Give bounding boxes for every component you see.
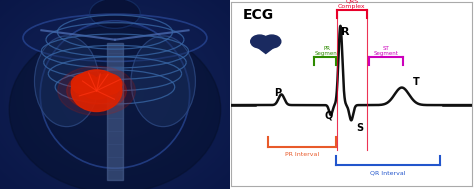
Ellipse shape bbox=[71, 70, 122, 112]
Ellipse shape bbox=[9, 26, 221, 189]
Text: PR
Segment: PR Segment bbox=[315, 46, 339, 56]
Ellipse shape bbox=[76, 77, 118, 104]
Bar bbox=[107, 43, 123, 180]
Text: ECG: ECG bbox=[243, 8, 274, 22]
Ellipse shape bbox=[94, 74, 122, 94]
Text: QRS
Complex: QRS Complex bbox=[338, 0, 365, 9]
Text: S: S bbox=[356, 123, 363, 133]
Ellipse shape bbox=[131, 36, 195, 127]
Ellipse shape bbox=[251, 35, 269, 48]
Ellipse shape bbox=[71, 74, 99, 94]
Ellipse shape bbox=[90, 0, 140, 28]
Ellipse shape bbox=[83, 82, 110, 99]
Ellipse shape bbox=[35, 36, 99, 127]
Ellipse shape bbox=[58, 66, 136, 115]
Text: PR Interval: PR Interval bbox=[285, 152, 319, 157]
Ellipse shape bbox=[263, 35, 281, 48]
Text: R: R bbox=[341, 27, 349, 37]
Text: QR Interval: QR Interval bbox=[370, 170, 406, 176]
Polygon shape bbox=[251, 43, 280, 53]
Text: ST
Segment: ST Segment bbox=[374, 46, 399, 56]
Text: T: T bbox=[413, 77, 419, 87]
Text: Q: Q bbox=[324, 110, 332, 120]
Text: P: P bbox=[274, 88, 282, 98]
Ellipse shape bbox=[67, 72, 127, 110]
